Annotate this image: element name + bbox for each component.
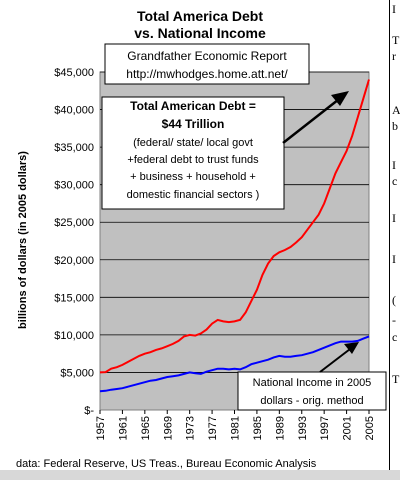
side-text-fragment: (: [392, 293, 396, 307]
national-income-line: [99, 335, 370, 393]
side-text-fragment: I: [392, 211, 396, 225]
side-text-fragment: c: [392, 330, 398, 344]
debt-annotation-line1: Total American Debt =: [130, 99, 256, 113]
side-text-fragment: A: [392, 103, 400, 117]
x-tick-label: 1965: [140, 416, 152, 440]
y-tick-label: $20,000: [54, 255, 94, 267]
subtitle-box: [104, 43, 310, 85]
side-text-fragment: I: [392, 2, 396, 16]
side-text-fragment: I: [392, 252, 396, 266]
debt-annotation-line6: domestic financial sectors ): [127, 189, 260, 201]
side-text-fragment: c: [392, 174, 398, 188]
side-text-fragment: r: [392, 49, 396, 63]
y-tick-label: $45,000: [54, 67, 94, 79]
bottom-band: [0, 470, 400, 480]
x-tick-label: 1957: [95, 416, 107, 440]
y-tick-label: $25,000: [54, 217, 94, 229]
income-annotation-line2: dollars - orig. method: [260, 395, 363, 407]
side-text-fragment: -: [392, 313, 396, 327]
x-axis-ticks: 1957 1961 1965 1969 1973 1977 1981 1985 1989 1993…: [95, 410, 376, 440]
y-axis-ticks: $45,000 $40,000 $35,000 $30,000 $25,000 $20,0…: [54, 67, 94, 417]
y-tick-label: $15,000: [54, 292, 94, 304]
source-note: data: Federal Reserve, US Treas., Bureau…: [16, 458, 317, 470]
side-text-fragment: b: [392, 119, 398, 133]
subtitle-line2: http://mwhodges.home.att.net/: [126, 67, 288, 81]
x-tick-label: 1977: [207, 416, 219, 440]
y-tick-label: $5,000: [60, 367, 94, 379]
x-tick-label: 1997: [319, 416, 331, 440]
side-text-fragment: T: [392, 33, 400, 47]
debt-annotation-box: [101, 96, 285, 210]
debt-annotation-line3: (federal/ state/ local govt: [133, 137, 253, 149]
y-tick-label: $-: [84, 405, 94, 417]
debt-arrow-head: [331, 91, 349, 106]
income-annotation-line1: National Income in 2005: [253, 377, 372, 389]
debt-annotation-line2: $44 Trillion: [162, 117, 225, 131]
total-debt-line: [99, 79, 370, 374]
x-tick-label: 1989: [274, 416, 286, 440]
y-axis-label: billions of dollars (in 2005 dollars): [17, 151, 29, 329]
y-tick-label: $35,000: [54, 142, 94, 154]
y-tick-label: $10,000: [54, 330, 94, 342]
side-text-fragment: T: [392, 372, 400, 386]
chart-svg: Total America Debt vs. National Income $…: [16, 8, 387, 470]
x-tick-label: 1981: [230, 416, 242, 440]
x-tick-label: 1993: [297, 416, 309, 440]
x-tick-label: 1985: [252, 416, 264, 440]
subtitle-line1: Grandfather Economic Report: [127, 49, 287, 63]
x-tick-label: 1969: [162, 416, 174, 440]
y-tick-label: $30,000: [54, 180, 94, 192]
debt-arrow-shaft: [282, 95, 344, 144]
x-tick-label: 2001: [342, 416, 354, 440]
chart-panel: Total America Debt vs. National Income $…: [0, 0, 390, 471]
x-tick-label: 2005: [364, 416, 376, 440]
chart-title-line2: vs. National Income: [134, 25, 266, 41]
x-tick-label: 1961: [117, 416, 129, 440]
income-annotation-box: [237, 371, 387, 411]
chart-title-line1: Total America Debt: [137, 8, 263, 24]
debt-annotation-line5: + business + household +: [130, 171, 256, 183]
debt-annotation-line4: +federal debt to trust funds: [127, 154, 259, 166]
adjacent-page-edge: [390, 0, 400, 470]
side-text-fragment: I: [392, 158, 396, 172]
series-lines: [99, 79, 370, 393]
x-tick-label: 1973: [185, 416, 197, 440]
y-tick-label: $40,000: [54, 105, 94, 117]
income-arrow-shaft: [319, 345, 355, 373]
income-arrow-head: [344, 342, 359, 354]
